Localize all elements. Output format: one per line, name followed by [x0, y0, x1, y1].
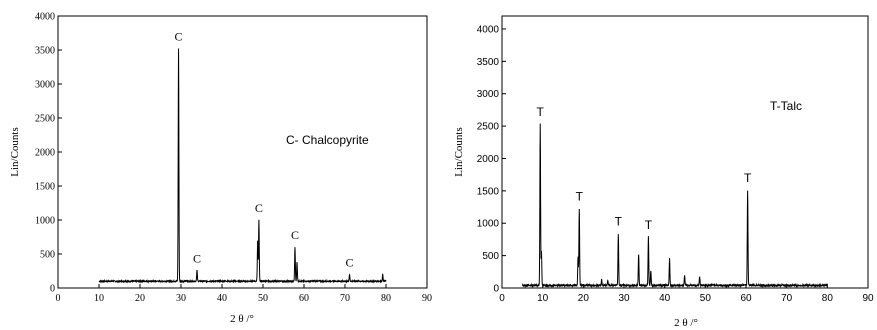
x-tick-label: 50	[258, 293, 268, 304]
peak-labels: C C C C C	[175, 30, 354, 270]
y-tick-label: 4000	[477, 24, 500, 35]
x-tick-label: 40	[217, 293, 227, 304]
x-tick-label: 10	[537, 293, 549, 304]
x-tick-label: 90	[422, 293, 432, 304]
x-axis-label: 2 θ /°	[230, 313, 254, 325]
x-tick-label: 70	[340, 293, 350, 304]
x-tick-label: 60	[740, 293, 752, 304]
x-tick-label: 0	[499, 293, 505, 304]
peak-label: C	[346, 255, 354, 269]
peak-label: C	[193, 251, 201, 265]
y-tick-label: 2500	[35, 114, 55, 125]
peak-label: T	[744, 171, 752, 185]
x-axis-label: 2 θ /°	[674, 317, 698, 329]
peak-label: T	[645, 218, 653, 232]
y-tick-label: 4000	[35, 12, 55, 23]
y-tick-label: 1000	[35, 216, 55, 227]
x-tick-label: 40	[659, 293, 671, 304]
xrd-trace	[98, 48, 387, 284]
y-tick-label: 2000	[35, 148, 55, 159]
y-tick-label: 3500	[477, 57, 500, 68]
plot-frame	[501, 15, 869, 289]
y-axis-ticks: 0 500 1000 1500 2000 2500 3000 3500 4000	[35, 12, 62, 295]
y-tick-label: 3500	[35, 46, 55, 57]
x-tick-label: 30	[176, 293, 186, 304]
x-tick-label: 80	[381, 293, 391, 304]
annotation-label: T-Talc	[770, 99, 802, 113]
peak-label: T	[537, 105, 545, 119]
peak-label: C	[291, 228, 299, 242]
x-tick-label: 20	[135, 293, 145, 304]
annotation-label: C- Chalcopyrite	[286, 133, 369, 147]
x-tick-label: 20	[578, 293, 590, 304]
y-axis-ticks: 0 500 1000 1500 2000 2500 3000 3500 4000	[477, 24, 506, 295]
x-tick-label: 60	[299, 293, 309, 304]
x-tick-label: 30	[618, 293, 630, 304]
x-tick-label: 10	[94, 293, 104, 304]
y-tick-label: 1500	[477, 186, 500, 197]
peak-labels: T T T T T	[537, 105, 752, 232]
y-axis-label: Lin/Counts	[9, 127, 21, 177]
y-tick-label: 0	[493, 284, 499, 295]
peak-label: C	[175, 30, 183, 44]
chart-chalcopyrite: 0 500 1000 1500 2000 2500 3000 3500 4000 0 10 20 30…	[9, 12, 432, 326]
y-tick-label: 3000	[35, 80, 55, 91]
y-tick-label: 3000	[477, 89, 500, 100]
chart-talc: 0 500 1000 1500 2000 2500 3000 3500 4000 0 10 20 30…	[453, 15, 874, 329]
x-axis-ticks: 0 10 20 30 40 50 60 70 80 90	[56, 284, 432, 304]
xrd-trace	[521, 123, 828, 289]
y-axis-label: Lin/Counts	[453, 127, 465, 177]
y-tick-label: 2500	[477, 122, 500, 133]
y-tick-label: 0	[50, 284, 55, 295]
y-tick-label: 500	[40, 250, 55, 261]
x-tick-label: 70	[781, 293, 793, 304]
y-tick-label: 500	[482, 251, 499, 262]
y-tick-label: 1500	[35, 182, 55, 193]
peak-label: T	[576, 189, 584, 203]
peak-label: C	[255, 201, 263, 215]
x-axis-ticks: 0 10 20 30 40 50 60 70 80 90	[499, 284, 874, 304]
x-tick-label: 90	[862, 293, 874, 304]
peak-label: T	[615, 215, 623, 229]
x-tick-label: 0	[56, 293, 61, 304]
plot-frame	[57, 15, 428, 289]
x-tick-label: 50	[700, 293, 712, 304]
y-tick-label: 1000	[477, 219, 500, 230]
y-tick-label: 2000	[477, 154, 500, 165]
x-tick-label: 80	[822, 293, 834, 304]
